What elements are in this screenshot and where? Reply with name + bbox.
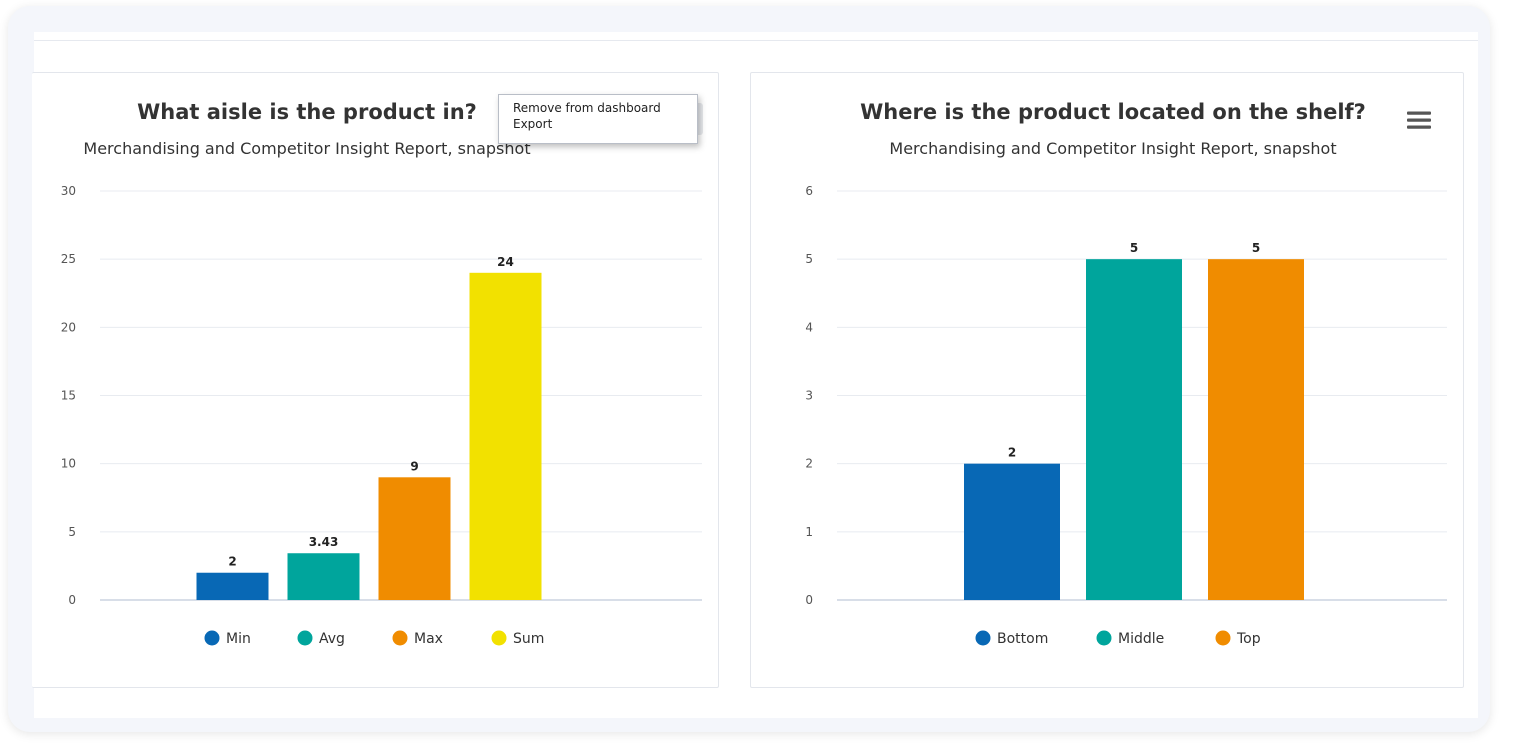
legend-marker xyxy=(297,630,313,646)
legend-item-max[interactable]: Max xyxy=(392,630,443,648)
legend-item-top[interactable]: Top xyxy=(1215,630,1261,648)
menu-item-remove-from-dashboard[interactable]: Remove from dashboard xyxy=(513,101,661,115)
bar-max[interactable] xyxy=(378,477,451,600)
data-label-max: 9 xyxy=(410,459,418,473)
y-tick-label: 2 xyxy=(805,457,813,471)
chart-title: What aisle is the product in? xyxy=(137,100,477,124)
y-tick-label: 30 xyxy=(61,184,76,198)
legend-label: Sum xyxy=(513,631,544,647)
dashboard-panel: What aisle is the product in? Merchandisi… xyxy=(32,32,1478,718)
chart-subtitle: Merchandising and Competitor Insight Rep… xyxy=(889,139,1336,158)
y-tick-label: 4 xyxy=(805,320,813,334)
data-label-avg: 3.43 xyxy=(309,535,339,549)
data-label-bottom: 2 xyxy=(1008,446,1016,460)
y-tick-label: 5 xyxy=(805,252,813,266)
chart-card-aisle: What aisle is the product in? Merchandisi… xyxy=(32,72,719,688)
y-tick-label: 3 xyxy=(805,389,813,403)
y-tick-label: 10 xyxy=(61,457,76,471)
chart-shelf: Where is the product located on the shel… xyxy=(805,100,1447,648)
chart-title: Where is the product located on the shel… xyxy=(860,100,1366,124)
chart-card-shelf: Where is the product located on the shel… xyxy=(750,72,1464,688)
legend-label: Max xyxy=(414,631,443,647)
bar-bottom[interactable] xyxy=(964,463,1060,600)
legend-marker xyxy=(975,630,991,646)
legend-label: Middle xyxy=(1118,631,1164,647)
bar-middle[interactable] xyxy=(1086,259,1182,600)
y-tick-label: 25 xyxy=(61,252,76,266)
chart-context-menu: Remove from dashboard Export xyxy=(498,94,698,144)
legend-item-min[interactable]: Min xyxy=(204,630,251,648)
data-label-min: 2 xyxy=(228,555,236,569)
bar-top[interactable] xyxy=(1208,259,1304,600)
legend-marker xyxy=(204,630,220,646)
dashboard-frame: What aisle is the product in? Merchandisi… xyxy=(8,6,1490,732)
data-label-sum: 24 xyxy=(497,255,514,269)
bar-min[interactable] xyxy=(196,572,269,600)
menu-icon-bar xyxy=(1407,118,1431,122)
legend-label: Min xyxy=(226,631,251,647)
menu-item-export[interactable]: Export xyxy=(513,117,553,131)
chart-aisle: What aisle is the product in? Merchandisi… xyxy=(61,100,703,648)
y-tick-label: 20 xyxy=(61,320,76,334)
y-tick-label: 6 xyxy=(805,184,813,198)
legend-marker xyxy=(1096,630,1112,646)
legend-item-middle[interactable]: Middle xyxy=(1096,630,1165,648)
legend-marker xyxy=(1215,630,1231,646)
chart-subtitle: Merchandising and Competitor Insight Rep… xyxy=(83,139,530,158)
hamburger-menu-icon[interactable] xyxy=(1407,111,1431,129)
legend-item-sum[interactable]: Sum xyxy=(491,630,545,648)
legend-marker xyxy=(491,630,507,646)
legend-label: Top xyxy=(1236,631,1261,647)
y-tick-label: 0 xyxy=(68,593,76,607)
legend-marker xyxy=(392,630,408,646)
y-tick-label: 5 xyxy=(68,525,76,539)
bar-sum[interactable] xyxy=(469,272,542,600)
y-tick-label: 15 xyxy=(61,389,76,403)
bar-avg[interactable] xyxy=(287,553,360,600)
y-tick-label: 0 xyxy=(805,593,813,607)
menu-icon-bar xyxy=(1407,111,1431,115)
data-label-top: 5 xyxy=(1252,241,1260,255)
legend-item-avg[interactable]: Avg xyxy=(297,630,345,648)
menu-icon-bar xyxy=(1407,125,1431,129)
legend-item-bottom[interactable]: Bottom xyxy=(975,630,1049,648)
legend-label: Avg xyxy=(319,631,345,647)
divider xyxy=(34,40,1478,41)
y-tick-label: 1 xyxy=(805,525,813,539)
data-label-middle: 5 xyxy=(1130,241,1138,255)
legend-label: Bottom xyxy=(997,631,1048,647)
